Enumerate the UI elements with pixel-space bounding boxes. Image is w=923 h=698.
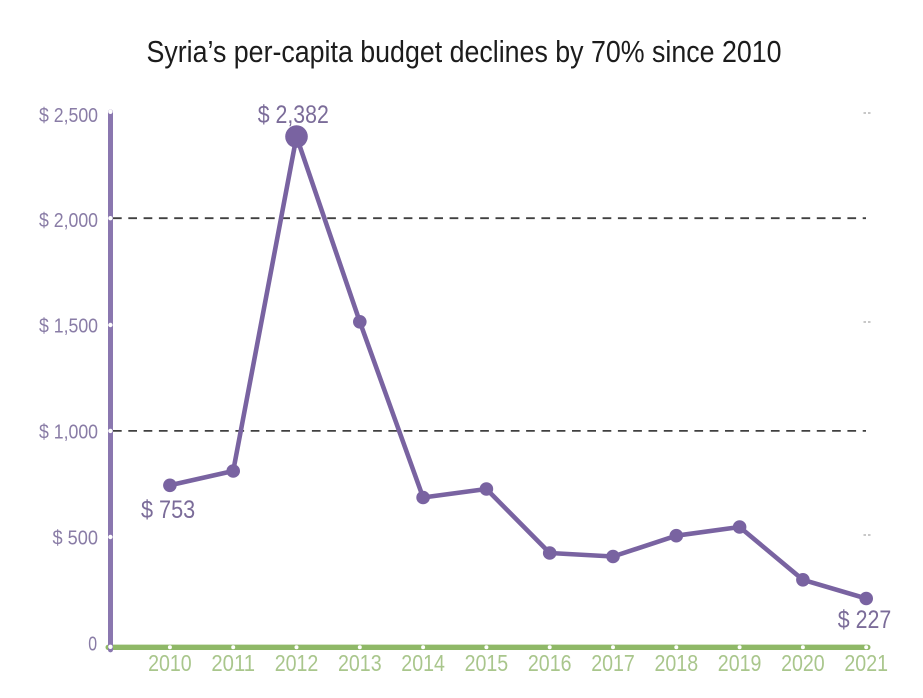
svg-text:2014: 2014 [401, 650, 445, 676]
svg-text:2010: 2010 [148, 650, 192, 676]
svg-text:0: 0 [88, 634, 97, 656]
svg-text:$ 753: $ 753 [141, 496, 195, 524]
svg-text:2016: 2016 [528, 650, 572, 676]
svg-text:2019: 2019 [718, 650, 762, 676]
svg-text:$ 1,000: $ 1,000 [39, 422, 98, 444]
svg-text:Syria’s per-capita budget decl: Syria’s per-capita budget declines by 70… [147, 36, 782, 69]
svg-text:2017: 2017 [591, 650, 635, 676]
svg-text:2013: 2013 [338, 650, 382, 676]
svg-text:2012: 2012 [275, 650, 319, 676]
svg-text:2020: 2020 [781, 650, 825, 676]
svg-text:2021: 2021 [844, 650, 888, 676]
svg-text:$ 227: $ 227 [838, 606, 891, 634]
svg-text:2018: 2018 [655, 650, 699, 676]
svg-text:$ 1,500: $ 1,500 [39, 315, 98, 337]
svg-text:$ 500: $ 500 [53, 527, 99, 549]
svg-text:$ 2,382: $ 2,382 [258, 101, 329, 129]
svg-text:2015: 2015 [465, 650, 509, 676]
svg-text:$ 2,000: $ 2,000 [39, 210, 98, 232]
svg-text:$ 2,500: $ 2,500 [39, 105, 98, 127]
svg-text:2011: 2011 [211, 650, 255, 676]
